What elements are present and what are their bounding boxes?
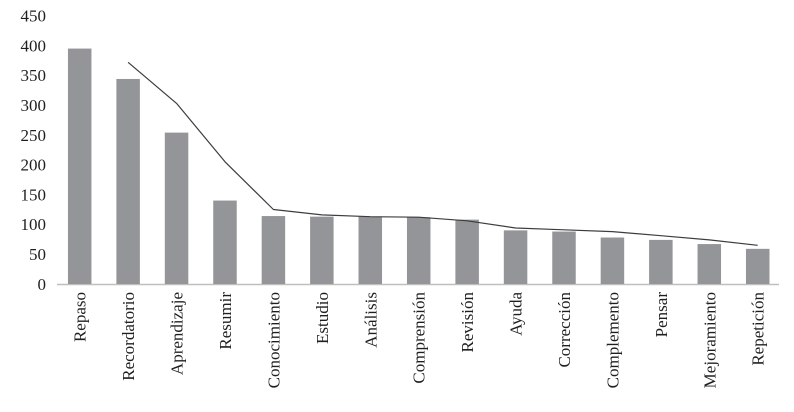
x-category-label: Corrección: [555, 292, 574, 368]
x-category-label: Análisis: [361, 292, 380, 348]
y-axis-tick-label: 50: [29, 245, 46, 264]
y-axis-tick-label: 450: [21, 7, 47, 26]
x-category-label: Pensar: [652, 292, 671, 338]
bar: [697, 244, 722, 284]
bar: [552, 231, 576, 284]
bar: [310, 216, 334, 284]
bar: [164, 132, 189, 284]
bar: [358, 216, 383, 284]
x-category-label: Estudio: [313, 292, 332, 344]
bar: [455, 219, 479, 284]
y-axis-tick-label: 150: [21, 185, 47, 204]
x-category-label: Complemento: [603, 292, 622, 388]
bar: [116, 78, 140, 284]
x-category-label: Revisión: [458, 292, 477, 353]
bar: [213, 200, 237, 284]
x-category-label: Mejoramiento: [700, 292, 719, 388]
y-axis-tick-label: 200: [21, 156, 47, 175]
x-category-label: Recordatorio: [119, 292, 138, 381]
bar: [503, 230, 528, 284]
y-axis-tick-label: 250: [21, 126, 47, 145]
bar: [649, 239, 673, 284]
y-axis-tick-label: 300: [21, 96, 47, 115]
bar: [67, 48, 92, 284]
bar: [745, 248, 770, 284]
bar: [406, 217, 431, 284]
y-axis-tick-label: 100: [21, 215, 47, 234]
x-category-label: Resumir: [216, 292, 235, 350]
y-axis-tick-label: 0: [38, 275, 47, 294]
x-category-label: Ayuda: [507, 292, 526, 336]
x-category-label: Repaso: [71, 292, 90, 342]
x-category-label: Repetición: [749, 292, 768, 366]
bar: [600, 237, 625, 284]
y-axis-tick-label: 350: [21, 66, 47, 85]
y-axis-tick-label: 400: [21, 36, 47, 55]
trend-line: [127, 61, 758, 246]
x-category-label: Comprensión: [410, 292, 429, 384]
bar: [261, 216, 286, 284]
x-category-label: Aprendizaje: [168, 292, 187, 375]
x-category-label: Conocimiento: [264, 292, 283, 388]
